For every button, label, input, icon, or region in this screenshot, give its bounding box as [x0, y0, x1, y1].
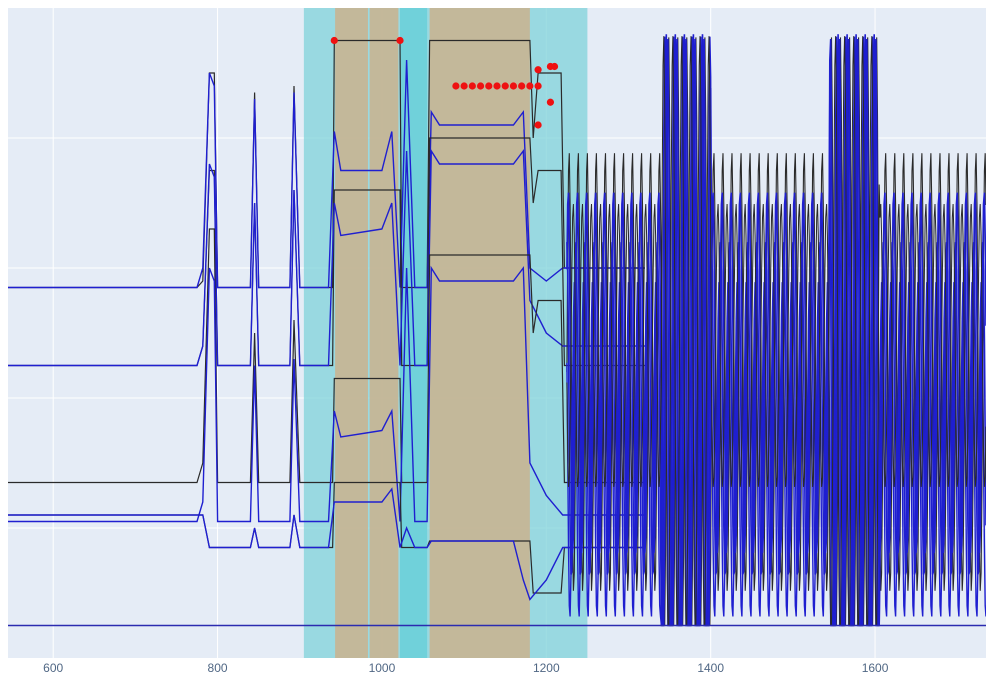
shaded-regions	[303, 8, 588, 658]
oscillation-blue-3	[566, 36, 986, 627]
oscillation-blue-2	[566, 34, 986, 627]
oscillation-black-2	[566, 36, 986, 626]
red-marker	[534, 82, 542, 90]
red-marker	[534, 121, 542, 129]
x-tick-label: 800	[208, 661, 228, 675]
red-marker	[509, 82, 518, 90]
red-marker	[534, 66, 542, 74]
red-marker	[396, 36, 404, 45]
red-marker	[330, 36, 338, 45]
red-marker	[460, 82, 468, 90]
x-tick-label: 1400	[697, 661, 724, 675]
series-7-line	[8, 487, 645, 601]
shaded-region-tan	[369, 8, 399, 658]
red-marker	[493, 82, 501, 90]
x-tick-label: 1600	[862, 661, 889, 675]
series-1-line	[8, 59, 645, 289]
red-markers	[330, 36, 559, 129]
red-marker	[501, 82, 509, 90]
red-marker	[452, 82, 460, 90]
series-3-line	[8, 148, 645, 367]
shaded-region-tan	[335, 8, 368, 658]
red-marker	[546, 98, 555, 106]
red-marker	[468, 82, 476, 90]
x-tick-labels: 600 800 1000 1200 1400 1600	[43, 661, 889, 675]
red-marker	[485, 82, 493, 90]
x-tick-label: 1200	[533, 661, 560, 675]
x-tick-label: 600	[43, 661, 63, 675]
series-5-line	[8, 265, 645, 523]
oscillation-lines	[566, 34, 986, 627]
shaded-region-tan	[429, 8, 530, 658]
x-tick-label: 1000	[369, 661, 396, 675]
red-marker	[550, 62, 559, 71]
red-marker	[526, 82, 534, 90]
red-marker	[518, 82, 526, 90]
red-marker	[476, 82, 485, 90]
signal-lines	[8, 39, 645, 601]
series-4-line	[8, 228, 645, 484]
